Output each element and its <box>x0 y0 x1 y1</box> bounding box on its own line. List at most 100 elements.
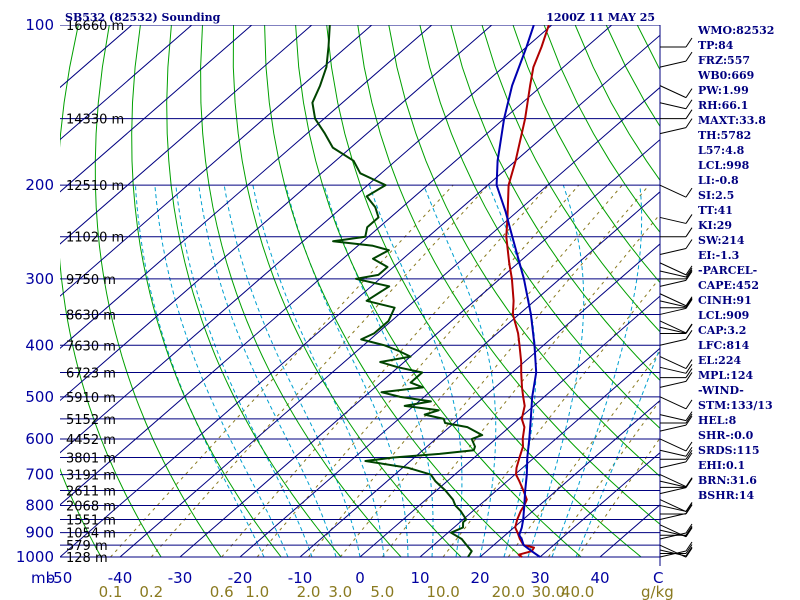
wind-barb-staff <box>659 449 687 457</box>
moist-adiabat-line <box>488 184 537 558</box>
wind-barb-staff <box>659 320 687 334</box>
parcel-profile-line <box>495 25 541 558</box>
profiles <box>311 25 550 558</box>
isotherm-line <box>539 451 660 558</box>
wind-barb-staff <box>659 300 687 308</box>
height-label: 1054 m <box>66 527 116 542</box>
wind-barb-staff <box>659 366 687 374</box>
wind-barb-flag <box>685 359 693 369</box>
grid-lines <box>60 25 660 558</box>
temperature-tick-label: -50 <box>48 569 73 587</box>
moist-adiabat-line <box>154 185 289 558</box>
temperature-tick-label: 40 <box>590 569 609 587</box>
isotherm-line <box>239 191 660 558</box>
height-label: 2068 m <box>66 499 116 514</box>
index-label: PW:1.99 <box>698 84 749 97</box>
isotherm-line <box>119 86 660 558</box>
isotherm-line <box>60 34 660 558</box>
wind-barb-flag <box>685 546 693 557</box>
index-label: L57:4.8 <box>698 144 745 157</box>
wind-barb-flag <box>685 399 693 410</box>
wind-barb-staff <box>659 480 687 488</box>
sounding-indices: WMO:82532 TP:84 FRZ:557 WB0:669 PW:1.99 RH:66… <box>697 24 774 502</box>
dry-adiabat-line <box>232 25 462 558</box>
mixing-ratio-tick-label: 1.0 <box>245 583 269 600</box>
wind-barb-flag <box>685 446 693 457</box>
height-label: 1551 m <box>66 513 116 528</box>
mixing-ratio-line <box>150 184 489 558</box>
wind-barb-flag <box>685 541 693 552</box>
wind-barbs <box>659 37 693 558</box>
wind-barb-flag <box>685 411 693 421</box>
height-label: 7630 m <box>66 339 116 354</box>
mixing-ratio-tick-label: 40.0 <box>561 583 594 600</box>
index-label: RH:66.1 <box>698 99 748 112</box>
temperature-tick-label: -40 <box>108 569 133 587</box>
mixing-ratio-tick-label: 2.0 <box>297 583 321 600</box>
wind-barb-staff <box>659 380 687 388</box>
height-label: 8630 m <box>66 308 116 323</box>
wind-barb-staff <box>659 356 687 370</box>
wind-barb-flag <box>685 477 693 487</box>
wind-barb-flag <box>685 99 693 110</box>
wind-barb-flag <box>685 413 693 424</box>
wind-barb-staff <box>659 532 687 540</box>
temperature-tick-label: 20 <box>470 569 489 587</box>
index-label: WMO:82532 <box>697 24 774 37</box>
index-label: -PARCEL- <box>698 264 757 277</box>
wind-barb-flag <box>685 296 693 307</box>
wind-barb-flag <box>685 297 693 308</box>
temperature-tick-label: -30 <box>168 569 193 587</box>
index-label: CINH:91 <box>698 294 752 307</box>
mixing-ratio-tick-label: 3.0 <box>328 583 352 600</box>
index-label: MPL:124 <box>698 369 754 382</box>
wind-barb-staff <box>659 270 687 278</box>
temperature-tick-label: 0 <box>355 569 365 587</box>
dry-adiabat-line <box>200 25 402 558</box>
mixing-ratio-line <box>110 184 454 558</box>
wind-barb-flag <box>685 269 693 280</box>
moist-adiabat-line <box>175 185 313 558</box>
dewpoint-profile-line <box>311 25 484 558</box>
height-label: 3191 m <box>66 469 116 484</box>
index-label: EL:224 <box>698 354 741 367</box>
index-label: BSHR:14 <box>698 489 754 502</box>
isotherm-line <box>60 25 493 402</box>
temperature-tick-label: 10 <box>410 569 429 587</box>
wind-barb-staff <box>659 247 687 255</box>
wind-barb-staff <box>659 414 687 422</box>
height-label: 12510 m <box>66 179 124 194</box>
index-label: FRZ:557 <box>698 54 750 67</box>
isotherm-line <box>359 295 660 558</box>
index-label: EI:-1.3 <box>698 249 739 262</box>
dry-adiabat-line <box>166 25 342 558</box>
dry-adiabat-line <box>326 25 642 558</box>
pressure-tick-label: 700 <box>25 466 54 484</box>
height-label: 128 m <box>66 551 108 566</box>
wind-barb-flag <box>685 364 693 374</box>
isotherm-line <box>60 25 613 506</box>
index-label: LCL:909 <box>698 309 749 322</box>
isotherm-line <box>60 25 253 193</box>
isotherm-line <box>299 243 660 558</box>
height-label: 6723 m <box>66 367 116 382</box>
moist-adiabats <box>135 184 660 558</box>
wind-barb-staff <box>659 184 687 198</box>
index-label: CAP:3.2 <box>698 324 746 337</box>
wind-barb-flag <box>685 239 693 249</box>
height-label: 11020 m <box>66 231 124 246</box>
wind-barb-flag <box>685 547 693 558</box>
isotherm-line <box>60 25 193 141</box>
height-label: 5910 m <box>66 391 116 406</box>
height-label: 9750 m <box>66 273 116 288</box>
wind-barb-staff <box>659 326 687 334</box>
index-label: MAXT:33.8 <box>698 114 766 127</box>
height-label: 4452 m <box>66 433 116 448</box>
dry-adiabats <box>60 25 660 558</box>
wind-barb-flag <box>685 109 693 119</box>
pressure-tick-label: 500 <box>25 388 54 406</box>
pressure-tick-label: 800 <box>25 496 54 514</box>
wind-barb-staff <box>659 396 687 410</box>
isotherm-line <box>60 25 553 454</box>
